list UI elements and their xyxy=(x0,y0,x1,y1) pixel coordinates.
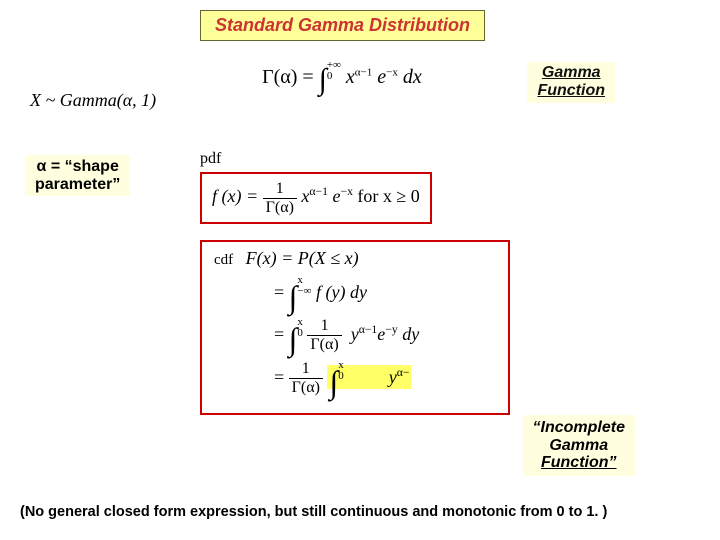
incomplete-gamma-label: “Incomplete Gamma Function” xyxy=(523,415,635,476)
footnote: (No general closed form expression, but … xyxy=(20,504,700,520)
cdf3-dy: dy xyxy=(398,324,420,344)
title-box: Standard Gamma Distribution xyxy=(200,10,485,41)
pdf-cond: for x ≥ 0 xyxy=(357,186,419,206)
gamma-e: e xyxy=(377,66,386,88)
cdf3-hi: x xyxy=(297,317,303,328)
pdf-exp2: −x xyxy=(340,185,352,198)
cdf3-exp2: −y xyxy=(385,323,397,336)
pdf-frac-den: Γ(α) xyxy=(263,199,297,217)
cdf3-exp1: α−1 xyxy=(359,323,378,336)
cdf4-hi: x xyxy=(338,360,344,371)
cdf4-num: 1 xyxy=(289,360,323,379)
shape-parameter-label: α = “shape parameter” xyxy=(25,155,130,196)
cdf4-den: Γ(α) xyxy=(289,379,323,397)
pdf-exp1: α−1 xyxy=(309,185,328,198)
cdf3-den: Γ(α) xyxy=(307,336,341,354)
cdf2-body: f (y) dy xyxy=(316,282,367,302)
cdf-header: cdf xyxy=(214,252,233,268)
gamma-function-label: Gamma Function xyxy=(527,62,615,103)
cdf3-lo: 0 xyxy=(297,328,303,339)
gamma-x: x xyxy=(346,66,355,88)
cdf3-num: 1 xyxy=(307,317,341,336)
gamma-fn-line1: Gamma xyxy=(537,64,605,82)
incomplete-gamma-highlight: ∫x0 yα− xyxy=(327,365,411,389)
inc-line2: Gamma xyxy=(549,437,608,454)
cdf3-y: y xyxy=(351,324,359,344)
gamma-exp1: α−1 xyxy=(355,66,372,78)
gamma-int-lo: 0 xyxy=(327,71,341,82)
cdf-line4: = 1Γ(α) ∫x0 yα− xyxy=(274,360,496,397)
pdf-box: f (x) = 1 Γ(α) xα−1 e−x for x ≥ 0 xyxy=(200,172,432,224)
cdf-line1: F(x) = P(X ≤ x) xyxy=(246,248,359,268)
gamma-lhs: Γ(α) = xyxy=(262,66,319,88)
pdf-frac-num: 1 xyxy=(263,180,297,199)
pdf-header: pdf xyxy=(200,150,432,168)
gamma-fn-line2: Function xyxy=(537,82,605,100)
inc-line1: “Incomplete xyxy=(533,419,625,436)
inc-line3: Function” xyxy=(541,454,617,471)
cdf4-y: y xyxy=(389,367,397,387)
cdf4-lo: 0 xyxy=(338,371,344,382)
cdf4-exp: α− xyxy=(397,366,410,379)
page-title: Standard Gamma Distribution xyxy=(215,15,470,35)
gamma-dx: dx xyxy=(403,66,422,88)
gamma-exp2: −x xyxy=(386,66,398,78)
distribution-line: X ~ Gamma(α, 1) xyxy=(30,90,156,111)
shape-line1: α = “shape xyxy=(37,158,119,175)
cdf-line2: = ∫x−∞ f (y) dy xyxy=(274,275,496,311)
pdf-lhs: f (x) = xyxy=(212,186,263,206)
pdf-area: pdf f (x) = 1 Γ(α) xα−1 e−x for x ≥ 0 xyxy=(200,150,432,224)
gamma-integral: Γ(α) = ∫+∞0 xα−1 e−x dx xyxy=(262,60,422,97)
pdf-frac: 1 Γ(α) xyxy=(263,180,297,216)
cdf-line3: = ∫x0 1Γ(α) yα−1e−y dy xyxy=(274,317,496,354)
shape-line2: parameter” xyxy=(35,176,120,193)
cdf-box: cdf F(x) = P(X ≤ x) = ∫x−∞ f (y) dy = ∫x… xyxy=(200,240,510,415)
cdf2-lo: −∞ xyxy=(297,286,311,297)
